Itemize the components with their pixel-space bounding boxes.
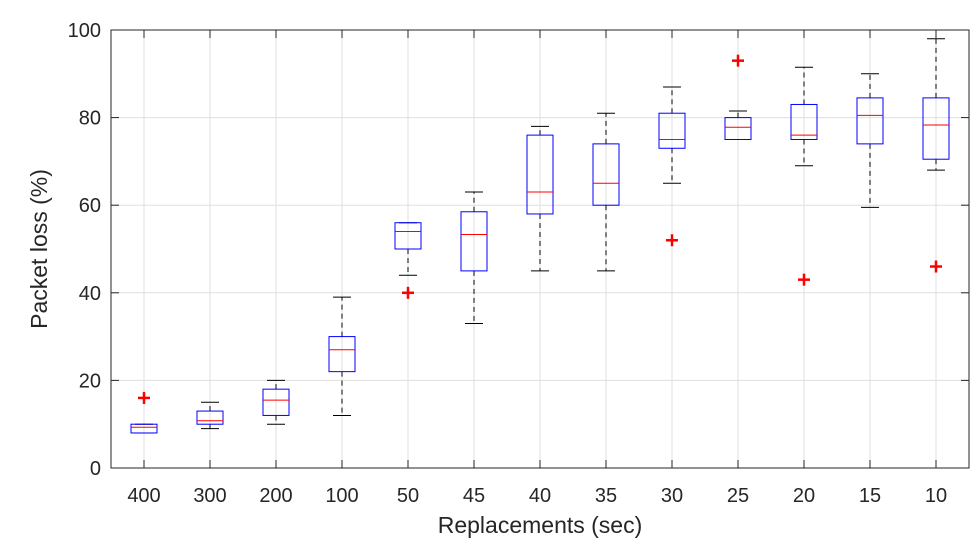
x-tick-label: 20: [793, 485, 815, 507]
x-axis-ticks: 400 300 200 100 50 45 40 35 30 25 20 15 10: [127, 30, 947, 507]
box-iqr: [196, 410, 224, 425]
y-tick-label: 20: [79, 370, 101, 392]
x-tick-label: 40: [529, 485, 551, 507]
box-15: [856, 73, 884, 208]
x-tick-label: 300: [193, 485, 226, 507]
box-iqr: [460, 211, 488, 272]
y-tick-label: 40: [79, 283, 101, 305]
box-iqr: [724, 117, 752, 140]
x-tick-label: 400: [127, 485, 160, 507]
box-100: [328, 296, 356, 416]
box-35: [592, 112, 620, 272]
box-iqr: [130, 423, 158, 434]
x-tick-label: 45: [463, 485, 485, 507]
y-tick-label: 0: [90, 458, 101, 480]
x-tick-label: 200: [259, 485, 292, 507]
y-axis-ticks: 0 20 40 60 80 100: [68, 20, 969, 480]
box-300: [196, 401, 224, 430]
y-axis-title: Packet loss (%): [26, 169, 52, 329]
y-tick-label: 60: [79, 195, 101, 217]
box-20: [790, 66, 818, 286]
x-tick-label: 10: [925, 485, 947, 507]
y-tick-label: 100: [68, 20, 101, 42]
x-tick-label: 100: [325, 485, 358, 507]
box-45: [460, 191, 488, 324]
x-axis-title: Replacements (sec): [438, 512, 643, 538]
box-iqr: [394, 222, 422, 250]
y-tick-label: 80: [79, 108, 101, 130]
outlier-marker: [930, 260, 942, 273]
box-iqr: [922, 97, 950, 160]
x-tick-label: 50: [397, 485, 419, 507]
outlier-marker: [798, 273, 810, 286]
box-200: [262, 379, 290, 425]
outlier-marker: [402, 286, 414, 299]
box-10: [922, 38, 950, 273]
x-tick-label: 15: [859, 485, 881, 507]
outlier-marker: [666, 234, 678, 247]
box-iqr: [592, 143, 620, 206]
box-25: [724, 54, 752, 140]
x-tick-label: 30: [661, 485, 683, 507]
box-iqr: [526, 134, 554, 215]
x-tick-label: 25: [727, 485, 749, 507]
box-iqr: [262, 388, 290, 416]
box-400: [130, 391, 158, 434]
box-series: [130, 38, 950, 434]
outlier-marker: [138, 391, 150, 404]
box-iqr: [856, 97, 884, 145]
box-50: [394, 222, 422, 299]
box-iqr: [658, 112, 686, 149]
x-tick-label: 35: [595, 485, 617, 507]
box-iqr: [328, 336, 356, 373]
box-iqr: [790, 103, 818, 140]
box-40: [526, 125, 554, 272]
outlier-marker: [732, 54, 744, 67]
box-30: [658, 86, 686, 247]
